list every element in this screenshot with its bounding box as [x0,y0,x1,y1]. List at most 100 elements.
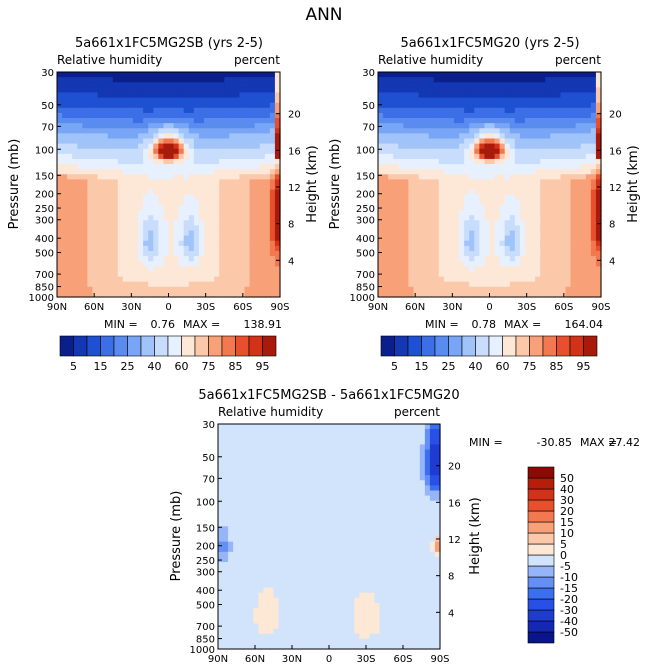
field-cell [448,235,455,242]
field-cell [318,546,325,553]
field-cell [229,266,235,273]
field-cell [209,118,215,124]
field-cell [545,72,551,78]
colorbar-swatch [461,335,476,357]
field-cell [540,235,546,242]
field-cell [293,536,300,543]
field-cell [283,454,290,461]
field-cell [259,143,266,150]
field-cell [268,602,275,609]
field-cell [418,220,425,227]
field-cell [264,261,271,267]
field-cell [209,138,215,145]
field-cell [107,123,114,129]
field-cell [545,261,551,267]
field-cell [62,107,68,114]
field-cell [535,87,541,94]
field-cell [383,240,389,247]
field-cell [264,210,271,216]
field-cell [168,153,175,160]
field-cell [238,475,244,481]
field-cell [233,475,239,481]
field-cell [388,82,394,88]
field-cell [494,184,501,191]
field-cell [278,541,285,548]
field-cell [595,199,602,206]
field-cell [499,164,506,170]
field-cell [530,174,536,180]
field-cell [514,87,521,94]
field-cell [545,153,551,160]
y-tick-label: 200 [356,190,375,201]
field-cell [479,261,486,267]
field-cell [509,138,516,145]
field-cell [494,230,501,237]
field-cell [595,250,602,257]
field-cell [595,225,602,232]
field-cell [57,240,63,247]
field-cell [403,102,410,109]
field-cell [218,480,224,486]
field-cell [469,179,475,186]
field-cell [565,204,572,211]
field-cell [423,210,430,216]
field-cell [418,143,425,150]
field-cell [393,250,399,257]
field-cell [138,256,144,262]
field-cell [203,72,210,78]
field-cell [590,281,597,288]
field-cell [504,261,511,267]
field-cell [499,230,506,237]
field-cell [223,439,229,446]
field-cell [555,97,562,104]
field-cell [268,613,275,619]
field-cell [219,199,225,206]
field-cell [67,276,73,283]
field-cell [469,169,475,175]
field-cell [595,133,602,140]
field-cell [228,464,234,471]
field-cell [259,174,266,180]
field-cell [219,281,225,288]
field-cell [550,107,556,114]
field-cell [269,286,276,293]
field-cell [233,439,239,446]
field-cell [293,454,300,461]
field-cell [288,572,295,579]
field-cell [133,102,139,109]
field-cell [565,164,572,170]
field-cell [318,608,325,614]
field-cell [464,281,470,288]
field-cell [433,225,440,232]
field-cell [92,291,99,298]
field-cell [263,643,270,650]
field-cell [243,470,249,476]
field-cell [188,266,195,273]
field-cell [474,261,480,267]
field-cell [127,158,134,165]
field-cell [97,245,104,252]
field-cell [514,230,521,237]
field-cell [514,169,521,175]
field-cell [228,526,234,532]
field-cell [239,118,246,124]
field-cell [178,77,185,83]
field-cell [479,230,486,237]
field-cell [87,72,94,78]
field-cell [464,77,470,83]
field-cell [253,551,259,558]
field-cell [244,72,251,78]
field-cell [514,276,521,283]
field-cell [87,87,94,94]
field-cell [214,174,220,180]
field-cell [158,291,165,298]
field-cell [77,143,83,150]
field-cell [178,235,185,242]
field-cell [198,199,205,206]
field-cell [565,158,572,165]
field-cell [107,169,114,175]
field-cell [489,102,496,109]
field-cell [585,123,592,129]
field-cell [218,500,224,507]
field-cell [499,169,506,175]
